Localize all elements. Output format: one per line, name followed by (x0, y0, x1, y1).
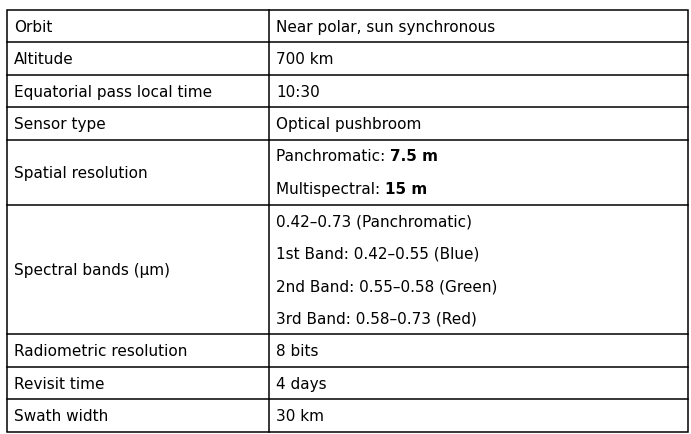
Text: Near polar, sun synchronous: Near polar, sun synchronous (276, 20, 495, 35)
Text: 4 days: 4 days (276, 376, 326, 391)
Text: 0.42–0.73 (Panchromatic): 0.42–0.73 (Panchromatic) (276, 214, 472, 229)
Text: 3rd Band: 0.58–0.73 (Red): 3rd Band: 0.58–0.73 (Red) (276, 311, 477, 326)
Text: 15 m: 15 m (385, 181, 427, 197)
Text: 8 bits: 8 bits (276, 343, 319, 358)
Text: Radiometric resolution: Radiometric resolution (14, 343, 187, 358)
Text: Equatorial pass local time: Equatorial pass local time (14, 84, 212, 99)
Text: 10:30: 10:30 (276, 84, 320, 99)
Text: Spatial resolution: Spatial resolution (14, 165, 147, 180)
Text: Altitude: Altitude (14, 52, 73, 67)
Text: Sensor type: Sensor type (14, 117, 106, 132)
Text: Spectral bands (μm): Spectral bands (μm) (14, 263, 170, 277)
Text: Revisit time: Revisit time (14, 376, 104, 391)
Text: 7.5 m: 7.5 m (390, 149, 438, 164)
Text: Orbit: Orbit (14, 20, 53, 35)
Text: Optical pushbroom: Optical pushbroom (276, 117, 422, 132)
Text: 30 km: 30 km (276, 408, 324, 423)
Text: 2nd Band: 0.55–0.58 (Green): 2nd Band: 0.55–0.58 (Green) (276, 279, 498, 293)
Text: 700 km: 700 km (276, 52, 333, 67)
Text: Swath width: Swath width (14, 408, 108, 423)
Text: Multispectral:: Multispectral: (276, 181, 385, 197)
Text: 1st Band: 0.42–0.55 (Blue): 1st Band: 0.42–0.55 (Blue) (276, 246, 480, 261)
Text: Panchromatic:: Panchromatic: (276, 149, 390, 164)
